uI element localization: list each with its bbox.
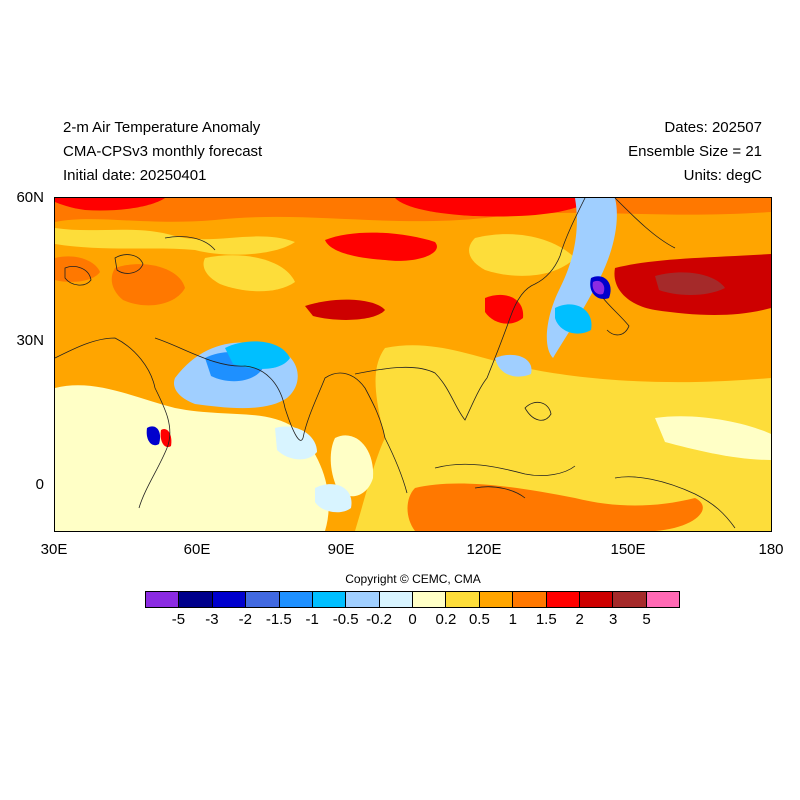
northwest-hot-patch [55,198,165,211]
indian-ocean-cool-patch [275,426,317,460]
colorbar-swatch [546,592,580,607]
east-china-hot-patch [485,294,524,324]
tibet-hot-patch [305,299,385,320]
colorbar-label: 5 [642,611,651,628]
model-name: CMA-CPSv3 monthly forecast [63,143,263,160]
kazakh-yellow-patch [203,255,295,292]
colorbar-label: 0.2 [435,611,457,628]
colorbar-swatch [146,592,180,607]
colorbar-label: 0 [408,611,417,628]
colorbar-swatch [513,592,547,607]
lon-label-30e: 30E [40,541,68,558]
caspian-warm-patch [55,256,100,282]
central-asia-warm-patch [111,264,185,306]
colorbar-swatch [413,592,447,607]
lon-label-120e: 120E [466,541,502,558]
colorbar-swatch [279,592,313,607]
initial-date: Initial date: 20250401 [63,167,207,184]
lon-label-60e: 60E [183,541,211,558]
map-title: 2-m Air Temperature Anomaly [63,119,261,136]
indian-ocean-neutral-region [55,385,329,531]
korea-cool-patch [555,304,592,334]
pakistan-cool-patch [225,341,290,369]
colorbar-swatch [246,592,280,607]
northeast-china-yellow-patch [469,234,575,276]
colorbar-label: -0.5 [332,611,359,628]
lat-label-30n: 30N [16,332,44,349]
south-china-sea-cool-patch [495,354,532,377]
lon-label-90e: 90E [327,541,355,558]
forecast-dates: Dates: 202507 [664,119,762,136]
hokkaido-extreme-cold [592,280,605,295]
tropical-pacific-neutral [655,416,771,460]
colorbar-label: -3 [205,611,219,628]
colorbar [145,591,680,608]
colorbar-label: 2 [575,611,584,628]
colorbar-swatch [179,592,213,607]
mongolia-hot-patch [325,232,437,261]
colorbar-swatch [379,592,413,607]
colorbar-swatch [646,592,679,607]
colorbar-swatch [479,592,514,607]
copyright-notice: Copyright © CEMC, CMA [345,572,481,586]
colorbar-label: -1 [305,611,319,628]
colorbar-label: -5 [171,611,186,628]
northwest-pacific-extreme-hot [655,272,725,295]
colorbar-swatch [579,592,614,607]
colorbar-label: -0.2 [366,611,392,628]
colorbar-label: 0.5 [468,611,490,628]
colorbar-label: 3 [608,611,618,628]
colorbar-label: 1 [508,611,517,628]
colorbar-swatch [613,592,647,607]
colorbar-swatch [346,592,380,607]
lon-label-150e: 150E [610,541,646,558]
units: Units: degC [683,167,762,184]
lat-label-0: 0 [35,476,44,493]
bay-of-bengal-neutral [330,435,374,497]
anomaly-map [54,197,772,532]
maritime-continent-warm [407,483,703,531]
ensemble-size: Ensemble Size = 21 [628,143,762,160]
equatorial-cool-patch [315,484,352,513]
colorbar-label: -2 [238,611,252,628]
lon-label-180: 180 [758,541,784,558]
northern-yellow-band [55,228,295,255]
colorbar-swatch [312,592,347,607]
colorbar-swatch [212,592,247,607]
colorbar-label: -1.5 [265,611,292,628]
colorbar-label: 1.5 [535,611,557,628]
coastlines [55,198,736,529]
anomaly-map-svg [55,198,771,531]
lat-label-60n: 60N [16,189,44,206]
red-sea-cold-patch [146,426,161,446]
north-hot-patch [395,198,595,217]
colorbar-swatch [446,592,480,607]
